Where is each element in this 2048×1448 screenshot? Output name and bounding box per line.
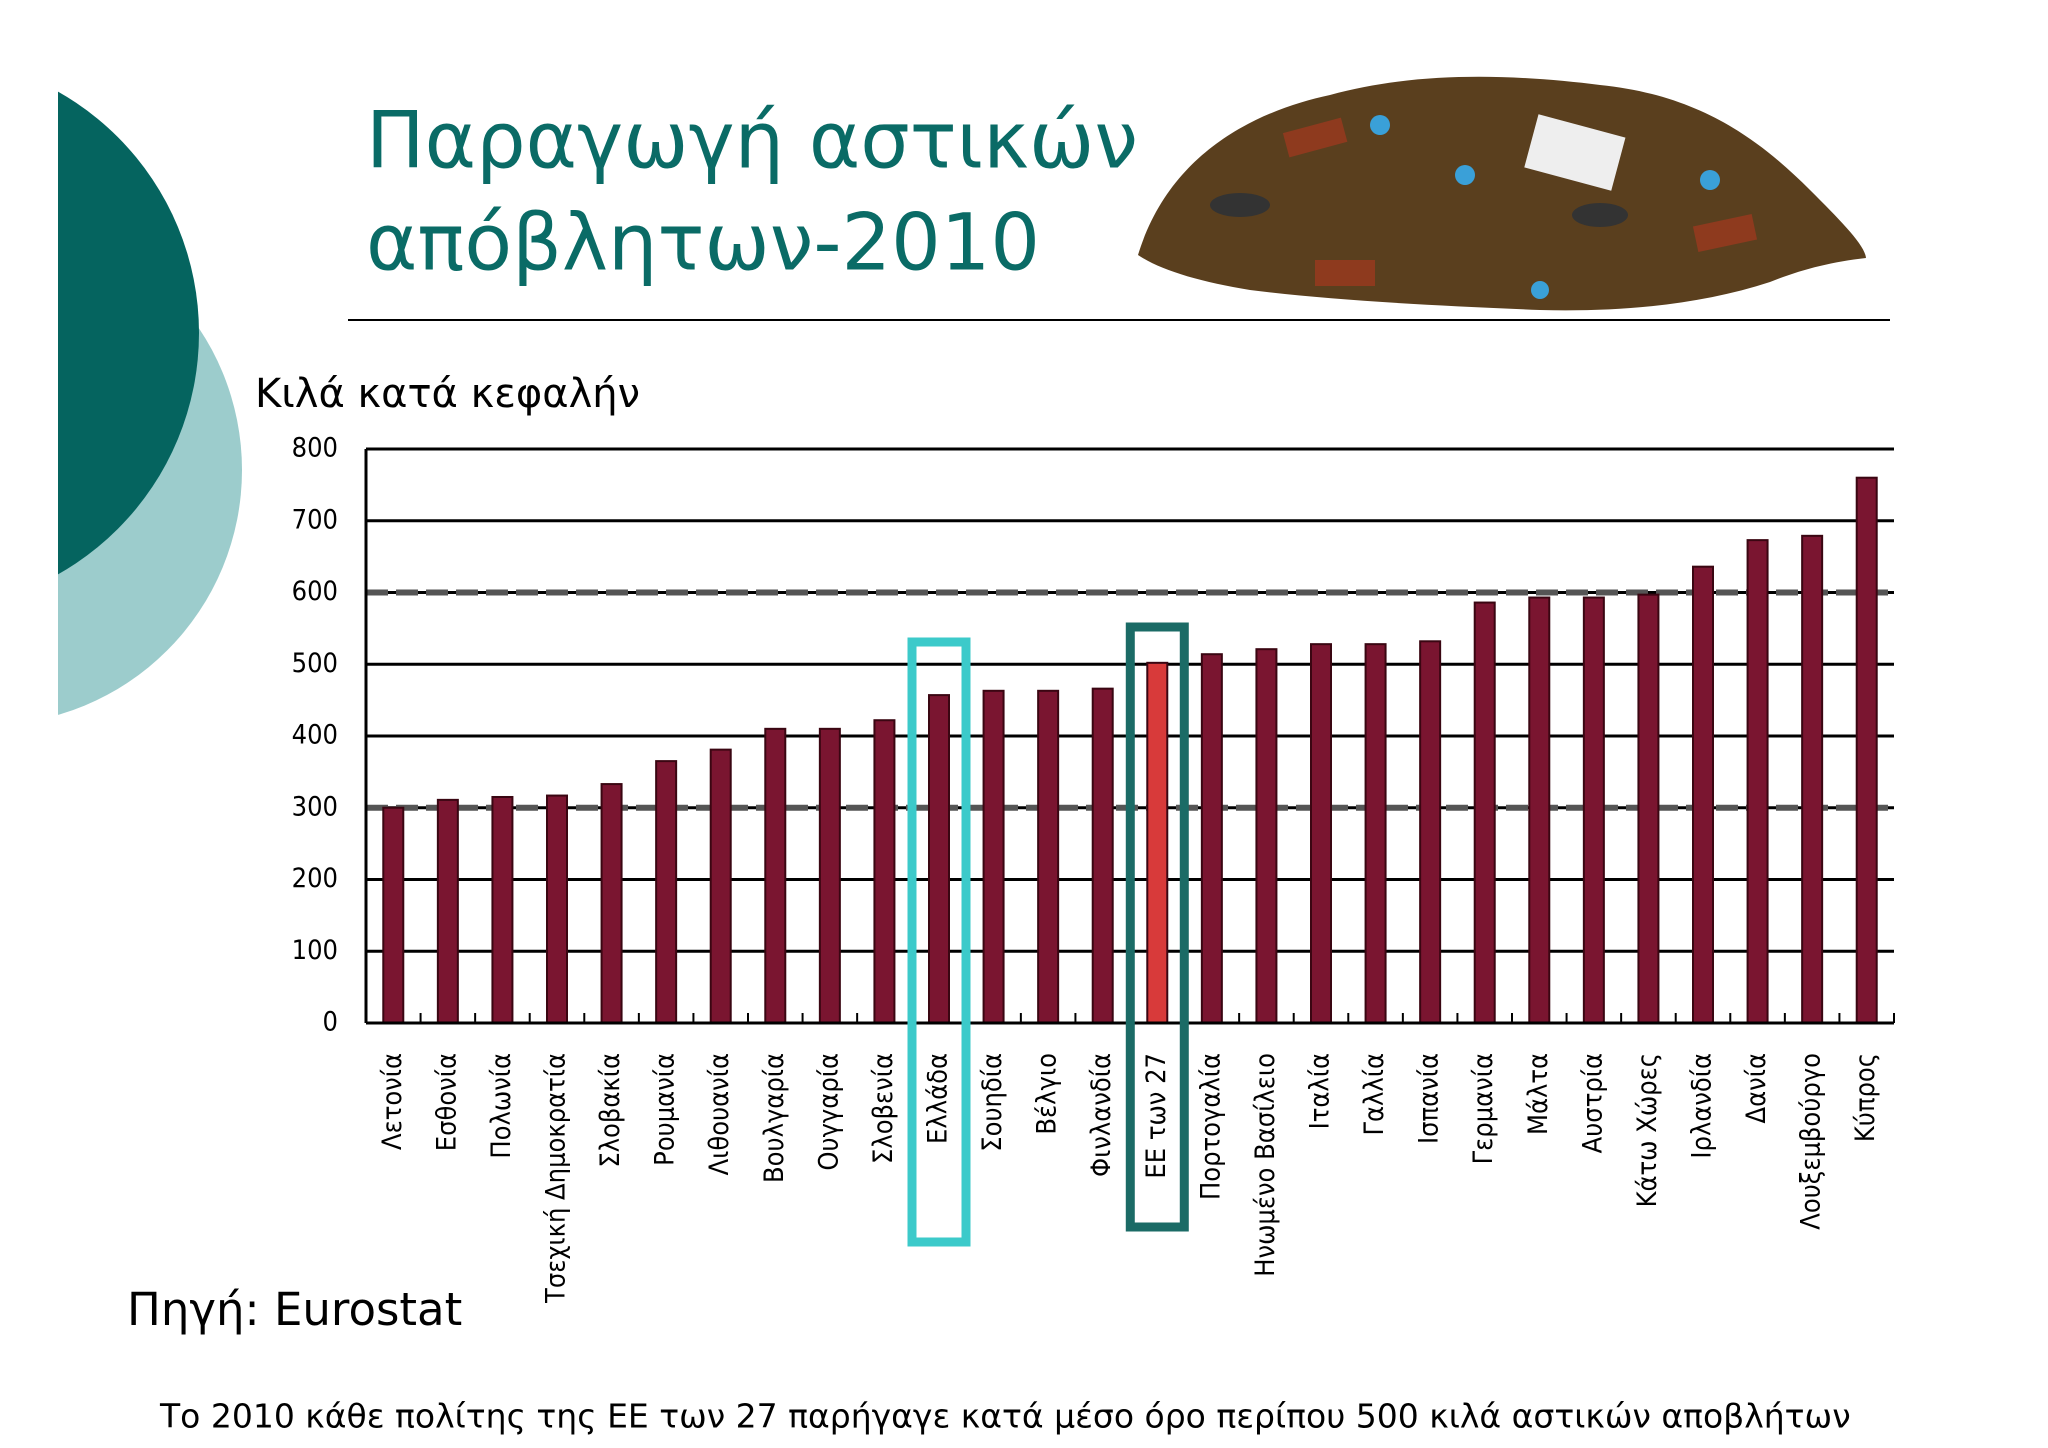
bar (873, 719, 896, 1025)
bar (1255, 648, 1278, 1024)
bar (491, 795, 514, 1024)
x-tick-label: Σλοβακία (595, 1053, 626, 1168)
y-tick-label: 200 (292, 863, 338, 894)
highlight-box (907, 637, 971, 1247)
x-tick-label: Βουλγαρία (759, 1053, 790, 1183)
x-tick-label: Φινλανδία (1086, 1053, 1117, 1177)
footnote: Το 2010 κάθε πολίτης της ΕΕ των 27 παρήγ… (159, 1397, 1851, 1436)
bar (1473, 601, 1496, 1024)
title-line: απόβλητων-2010 (366, 198, 1040, 288)
bar (1419, 640, 1442, 1024)
bar (1091, 687, 1114, 1025)
bar (436, 798, 459, 1024)
x-tick-label: Ρουμανία (650, 1053, 681, 1166)
x-tick-label: Κύπρος (1850, 1053, 1881, 1142)
x-tick-label: Εσθονία (431, 1053, 462, 1151)
bar (1637, 593, 1660, 1025)
x-tick-label: Λιθουανία (704, 1053, 735, 1175)
highlight-box (1125, 622, 1189, 1232)
y-tick-label: 0 (323, 1007, 338, 1038)
x-tick-label: Γαλλία (1359, 1053, 1390, 1136)
x-tick-label: Γερμανία (1468, 1053, 1499, 1164)
bar (1037, 689, 1060, 1024)
x-tick-label: Δανία (1741, 1053, 1772, 1123)
bar (818, 727, 841, 1024)
y-tick-label: 300 (292, 791, 338, 822)
x-tick-label: Πολωνία (486, 1053, 517, 1159)
bar (1582, 596, 1605, 1025)
x-tick-label: Μάλτα (1523, 1053, 1554, 1135)
bar (1364, 643, 1387, 1024)
trash-pile (1138, 76, 1866, 311)
x-tick-label: Βέλγιο (1032, 1053, 1063, 1135)
x-tick-label: Ουγγαρία (813, 1053, 844, 1171)
x-tick-label: Ηνωμένο Βασίλειο (1250, 1053, 1281, 1277)
bar (546, 794, 568, 1024)
y-tick-label: 400 (292, 720, 338, 751)
y-tick-label: 500 (292, 648, 338, 679)
x-tick-label: Λετονία (377, 1053, 408, 1150)
bar (709, 748, 732, 1024)
x-tick-label: Λουξεμβούργο (1796, 1053, 1827, 1230)
x-tick-label: Πορτογαλία (1195, 1053, 1226, 1200)
source: Πηγή: Eurostat (127, 1283, 462, 1336)
bar (928, 694, 950, 1024)
bar (764, 727, 787, 1024)
x-tick-label: ΕΕ των 27 (1141, 1053, 1172, 1179)
bar (655, 760, 678, 1024)
bar (1310, 643, 1332, 1024)
bar (1146, 661, 1169, 1024)
x-tick-label: Σλοβενία (868, 1053, 899, 1164)
bar (982, 689, 1005, 1024)
x-tick-label: Ιταλία (1305, 1053, 1336, 1129)
dark-circle (58, 91, 199, 575)
bar (1801, 534, 1824, 1024)
bar (1528, 596, 1551, 1025)
y-tick-label: 100 (292, 935, 338, 966)
x-tick-label: Αυστρία (1577, 1053, 1608, 1153)
bar (1855, 476, 1878, 1024)
bar (1200, 653, 1223, 1025)
x-tick-label: Τσεχική Δημοκρατία (541, 1053, 572, 1304)
bar (1692, 565, 1714, 1024)
y-tick-label: 800 (292, 433, 338, 464)
y-tick-label: 600 (292, 576, 338, 607)
y-tick-label: 700 (292, 504, 338, 535)
y-axis-label: Κιλά κατά κεφαλήν (255, 371, 640, 417)
bar (382, 806, 405, 1024)
x-tick-label: Ελλάδα (923, 1053, 954, 1144)
x-tick-label: Ιρλανδία (1687, 1053, 1718, 1159)
decoration (58, 91, 242, 715)
bar (600, 783, 623, 1025)
x-tick-label: Σουηδία (977, 1053, 1008, 1152)
x-tick-label: Κάτω Χώρες (1632, 1053, 1663, 1207)
bar (1746, 539, 1769, 1024)
x-tick-label: Ισπανία (1414, 1053, 1445, 1144)
title-line: Παραγωγή αστικών (366, 96, 1138, 186)
